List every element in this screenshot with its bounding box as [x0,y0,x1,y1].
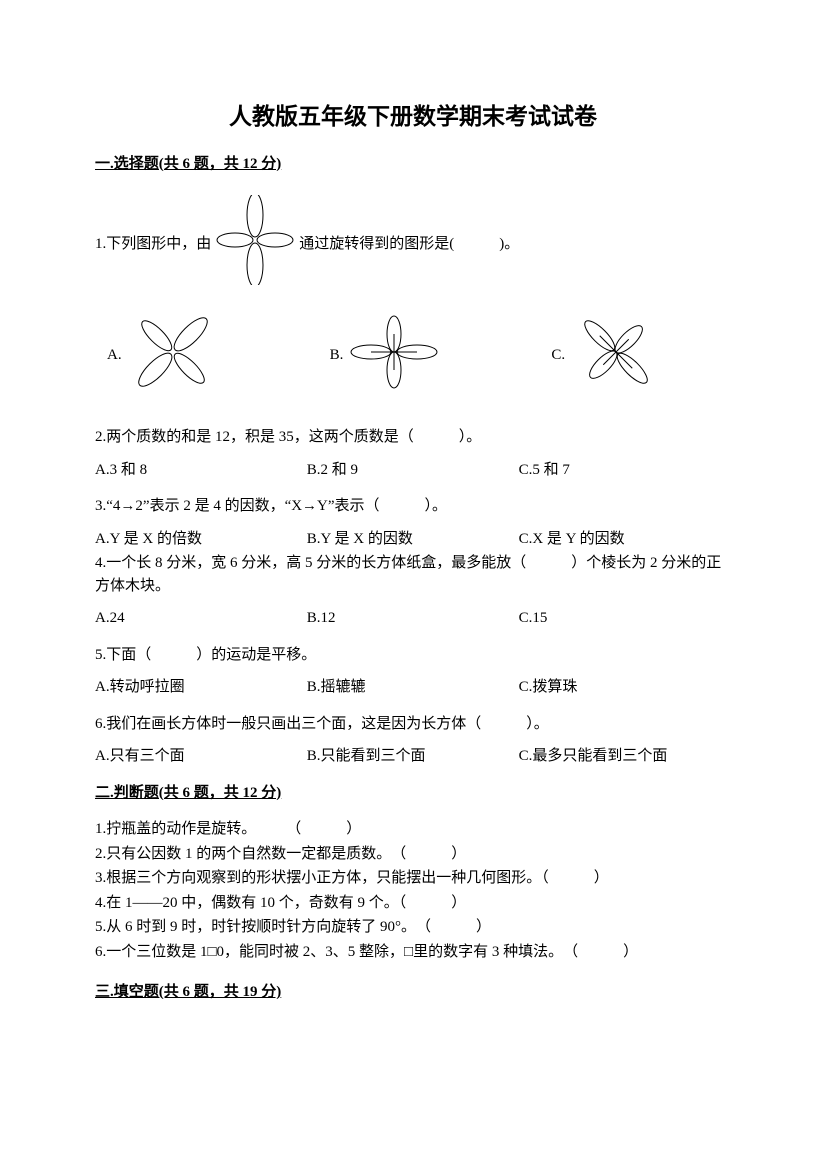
q3-options: A.Y 是 X 的倍数 B.Y 是 X 的因数 C.X 是 Y 的因数 [95,528,731,551]
tf-question-3: 3.根据三个方向观察到的形状摆小正方体，只能摆出一种几何图形。（ ） [95,867,731,890]
q6-option-b: B.只能看到三个面 [307,745,519,768]
flower-b-icon [349,312,439,400]
section-1-header: 一.选择题(共 6 题，共 12 分) [95,153,731,176]
question-5: 5.下面（ ）的运动是平移。 [95,644,731,667]
q5-option-a: A.转动呼拉圈 [95,676,307,699]
q4-option-b: B.12 [307,607,519,630]
tf-question-4: 4.在 1——20 中，偶数有 10 个，奇数有 9 个。（ ） [95,892,731,915]
option-b-label: B. [318,344,344,367]
q6-option-c: C.最多只能看到三个面 [519,745,731,768]
q6-option-a: A.只有三个面 [95,745,307,768]
q1-option-b: B. [318,312,440,400]
q5-option-b: B.摇辘辘 [307,676,519,699]
question-4: 4.一个长 8 分米，宽 6 分米，高 5 分米的长方体纸盒，最多能放（ ）个棱… [95,552,731,597]
tf-question-5: 5.从 6 时到 9 时，时针按顺时针方向旋转了 90°。 （ ） [95,916,731,939]
option-c-label: C. [539,344,565,367]
q3-option-c: C.X 是 Y 的因数 [519,528,731,551]
tf-question-6: 6.一个三位数是 1□0，能同时被 2、3、5 整除，□里的数字有 3 种填法。… [95,941,731,964]
q4-options: A.24 B.12 C.15 [95,607,731,630]
q4-option-c: C.15 [519,607,731,630]
q2-option-a: A.3 和 8 [95,459,307,482]
question-2: 2.两个质数的和是 12，积是 35，这两个质数是（ ）。 [95,426,731,449]
q6-options: A.只有三个面 B.只能看到三个面 C.最多只能看到三个面 [95,745,731,768]
question-6: 6.我们在画长方体时一般只画出三个面，这是因为长方体（ ）。 [95,713,731,736]
page-title: 人教版五年级下册数学期末考试试卷 [95,100,731,135]
tf-question-2: 2.只有公因数 1 的两个自然数一定都是质数。 （ ） [95,843,731,866]
q2-option-b: B.2 和 9 [307,459,519,482]
q2-option-c: C.5 和 7 [519,459,731,482]
q1-option-a: A. [95,307,218,405]
q1-prefix: 1.下列图形中，由 [95,233,211,256]
q1-suffix: 通过旋转得到的图形是( )。 [299,233,519,256]
question-1: 1.下列图形中，由 通过旋转得到的图形是( )。 [95,195,731,293]
q4-option-a: A.24 [95,607,307,630]
tf-question-1: 1.拧瓶盖的动作是旋转。 （ ） [95,818,731,841]
q1-option-c: C. [539,312,661,400]
section-2-header: 二.判断题(共 6 题，共 12 分) [95,782,731,805]
section-3-header: 三.填空题(共 6 题，共 19 分) [95,981,731,1004]
flower-a-icon [128,307,218,405]
question-3: 3.“4→2”表示 2 是 4 的因数，“X→Y”表示（ ）。 [95,495,731,518]
q5-option-c: C.拨算珠 [519,676,731,699]
flower-c-icon [571,312,661,400]
q2-options: A.3 和 8 B.2 和 9 C.5 和 7 [95,459,731,482]
option-a-label: A. [95,344,122,367]
q3-option-a: A.Y 是 X 的倍数 [95,528,307,551]
q5-options: A.转动呼拉圈 B.摇辘辘 C.拨算珠 [95,676,731,699]
q1-options: A. B. [95,307,731,405]
q3-option-b: B.Y 是 X 的因数 [307,528,519,551]
flower-original-icon [215,195,295,293]
